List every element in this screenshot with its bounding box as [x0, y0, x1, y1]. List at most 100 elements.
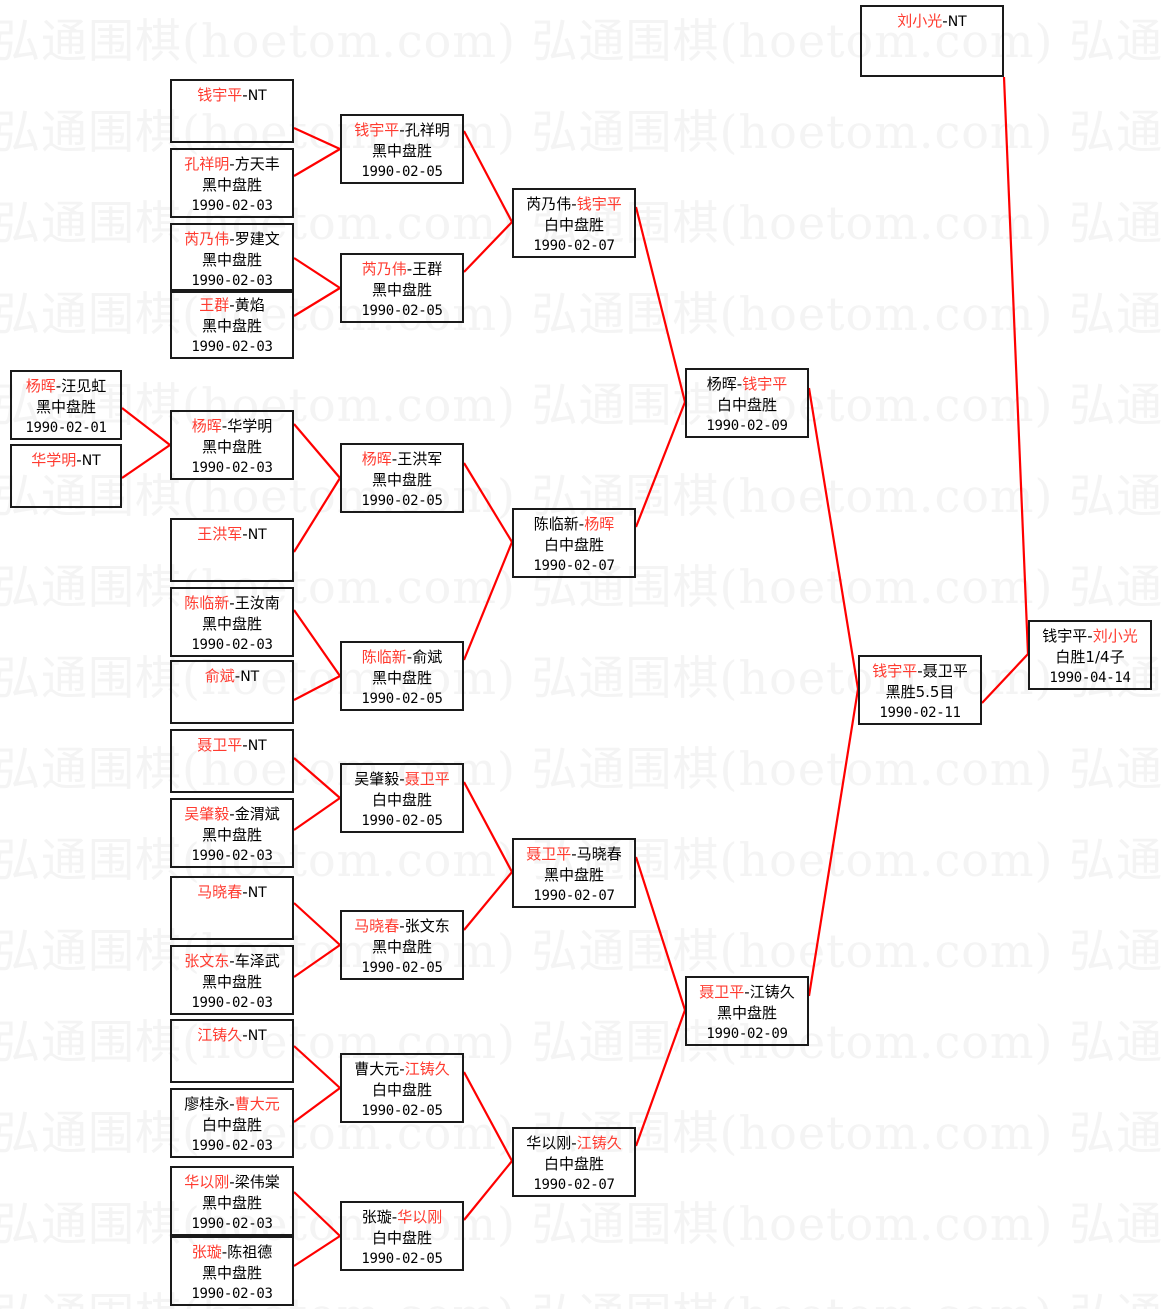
connector-line [293, 423, 341, 479]
match-date: 1990-02-03 [191, 637, 273, 653]
match-players: 吴肇毅-聂卫平 [342, 769, 462, 790]
match-result: 黑中盘胜 [201, 317, 262, 335]
connector-line [293, 944, 341, 978]
match-date: 1990-02-07 [533, 1177, 615, 1193]
name-separator: - [242, 86, 248, 104]
match-date: 1990-02-05 [361, 960, 443, 976]
match-box[interactable]: 张璇-陈祖德 黑中盘胜 1990-02-03 [170, 1236, 294, 1306]
name-separator: - [1087, 627, 1093, 645]
match-box[interactable]: 刘小光-NT [860, 5, 1004, 77]
match-box[interactable]: 芮乃伟-钱宇平 白中盘胜 1990-02-07 [512, 188, 636, 258]
match-box[interactable]: 王群-黄焰 黑中盘胜 1990-02-03 [170, 289, 294, 359]
loser-name: 罗建文 [234, 230, 280, 248]
match-box[interactable]: 杨晖-华学明 黑中盘胜 1990-02-03 [170, 410, 294, 480]
match-players: 刘小光-NT [862, 11, 1002, 33]
match-box[interactable]: 芮乃伟-王群 黑中盘胜 1990-02-05 [340, 253, 464, 323]
winner-name: 刘小光 [1092, 627, 1138, 645]
bye-label: NT [240, 669, 260, 685]
loser-name: 江铸久 [749, 983, 795, 1001]
match-box[interactable]: 钱宇平-NT [170, 79, 294, 143]
name-separator: - [229, 155, 235, 173]
winner-name: 江铸久 [404, 1060, 450, 1078]
loser-name: 王洪军 [397, 450, 443, 468]
match-box[interactable]: 杨晖-王洪军 黑中盘胜 1990-02-05 [340, 443, 464, 513]
match-players: 陈临新-王汝南 [172, 593, 292, 614]
bye-label: NT [81, 453, 101, 469]
match-box[interactable]: 张璇-华以刚 白中盘胜 1990-02-05 [340, 1201, 464, 1271]
loser-name: 方天丰 [234, 155, 280, 173]
match-box[interactable]: 廖桂永-曹大元 白中盘胜 1990-02-03 [170, 1088, 294, 1158]
match-box[interactable]: 俞斌-NT [170, 660, 294, 724]
match-date: 1990-02-03 [191, 1286, 273, 1302]
match-players: 钱宇平-NT [172, 85, 292, 107]
name-separator: - [578, 515, 585, 533]
match-box[interactable]: 江铸久-NT [170, 1019, 294, 1083]
loser-name: 钱宇平 [1042, 627, 1088, 645]
name-separator: - [942, 12, 948, 30]
loser-name: 华以刚 [526, 1134, 572, 1152]
match-box[interactable]: 华以刚-江铸久 白中盘胜 1990-02-07 [512, 1127, 636, 1197]
match-box[interactable]: 陈临新-王汝南 黑中盘胜 1990-02-03 [170, 587, 294, 657]
match-box[interactable]: 马晓春-NT [170, 876, 294, 940]
match-box[interactable]: 钱宇平-孔祥明 黑中盘胜 1990-02-05 [340, 114, 464, 184]
match-box[interactable]: 杨晖-钱宇平 白中盘胜 1990-02-09 [685, 368, 809, 438]
match-box[interactable]: 聂卫平-NT [170, 729, 294, 793]
loser-name: 张文东 [404, 917, 450, 935]
match-players: 钱宇平-聂卫平 [860, 661, 980, 682]
match-date: 1990-02-05 [361, 164, 443, 180]
match-box[interactable]: 孔祥明-方天丰 黑中盘胜 1990-02-03 [170, 148, 294, 218]
match-box[interactable]: 陈临新-杨晖 白中盘胜 1990-02-07 [512, 508, 636, 578]
connector-line [121, 444, 171, 479]
loser-name: 梁伟棠 [234, 1173, 280, 1191]
match-box[interactable]: 钱宇平-聂卫平 黑胜5.5目 1990-02-11 [858, 655, 982, 725]
match-box[interactable]: 张文东-车泽武 黑中盘胜 1990-02-03 [170, 945, 294, 1015]
match-date: 1990-02-05 [361, 303, 443, 319]
winner-name: 吴肇毅 [184, 805, 230, 823]
match-box[interactable]: 曹大元-江铸久 白中盘胜 1990-02-05 [340, 1053, 464, 1123]
match-box[interactable]: 聂卫平-马晓春 黑中盘胜 1990-02-07 [512, 838, 636, 908]
match-players: 王群-黄焰 [172, 295, 292, 316]
match-result: 白中盘胜 [371, 1229, 432, 1247]
connector-line [293, 257, 341, 289]
name-separator: - [221, 417, 228, 435]
loser-name: 张璇 [361, 1208, 392, 1226]
connector-line [807, 688, 860, 997]
winner-name: 江铸久 [576, 1134, 622, 1152]
name-separator: - [229, 594, 235, 612]
match-box[interactable]: 吴肇毅-金渭斌 黑中盘胜 1990-02-03 [170, 798, 294, 868]
match-box[interactable]: 杨晖-汪见虹 黑中盘胜 1990-02-01 [10, 370, 122, 440]
name-separator: - [242, 1026, 248, 1044]
bye-label: NT [247, 738, 267, 754]
winner-name: 杨晖 [25, 377, 56, 395]
match-box[interactable]: 芮乃伟-罗建文 黑中盘胜 1990-02-03 [170, 223, 294, 293]
connector-line [293, 477, 341, 553]
match-box[interactable]: 华学明-NT [10, 444, 122, 508]
match-result: 黑中盘胜 [716, 1004, 777, 1022]
match-players: 马晓春-张文东 [342, 916, 462, 937]
match-box[interactable]: 华以刚-梁伟棠 黑中盘胜 1990-02-03 [170, 1166, 294, 1236]
name-separator: - [234, 667, 241, 685]
match-result: 白中盘胜 [543, 216, 604, 234]
match-box[interactable]: 陈临新-俞斌 黑中盘胜 1990-02-05 [340, 641, 464, 711]
match-date: 1990-02-05 [361, 1251, 443, 1267]
match-result: 黑中盘胜 [201, 1264, 262, 1282]
match-box[interactable]: 吴肇毅-聂卫平 白中盘胜 1990-02-05 [340, 763, 464, 833]
match-players: 张文东-车泽武 [172, 951, 292, 972]
name-separator: - [571, 195, 577, 213]
match-box[interactable]: 聂卫平-江铸久 黑中盘胜 1990-02-09 [685, 976, 809, 1046]
name-separator: - [399, 770, 405, 788]
loser-name: 俞斌 [412, 648, 443, 666]
connector-line [293, 1235, 341, 1267]
match-players: 陈临新-俞斌 [342, 647, 462, 668]
match-players: 曹大元-江铸久 [342, 1059, 462, 1080]
match-box[interactable]: 马晓春-张文东 黑中盘胜 1990-02-05 [340, 910, 464, 980]
winner-name: 陈临新 [361, 648, 407, 666]
match-box[interactable]: 钱宇平-刘小光 白胜1/4子 1990-04-14 [1028, 620, 1152, 690]
match-date: 1990-04-14 [1049, 670, 1131, 686]
match-result: 黑中盘胜 [371, 938, 432, 956]
name-separator: - [571, 845, 577, 863]
name-separator: - [399, 121, 405, 139]
match-box[interactable]: 王洪军-NT [170, 518, 294, 582]
match-result: 白中盘胜 [201, 1116, 262, 1134]
